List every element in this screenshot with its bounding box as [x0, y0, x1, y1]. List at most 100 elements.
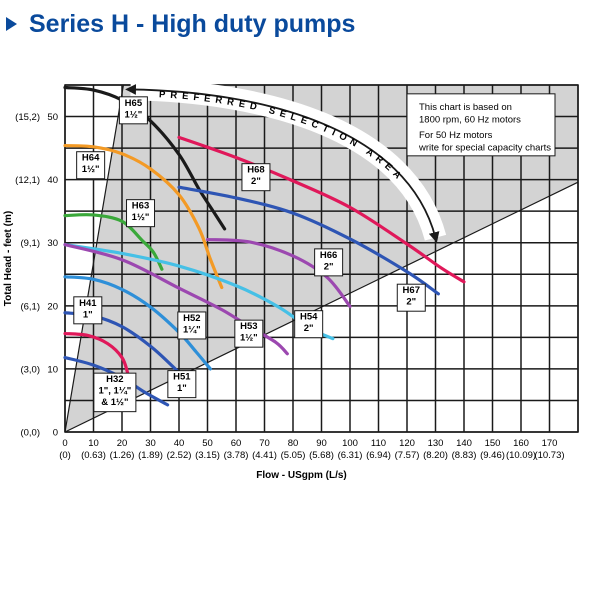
x-tick-label-secondary: (5.05)	[281, 450, 306, 461]
x-tick-label: 20	[117, 438, 128, 449]
label-text: H67	[403, 285, 420, 296]
y-tick-label: 40	[47, 175, 58, 186]
label-text: 1", 1¼"	[98, 386, 131, 397]
x-tick-label-secondary: (1.89)	[138, 450, 163, 461]
y-tick-label-secondary: (9,1)	[20, 238, 40, 249]
curve-h63	[63, 213, 164, 271]
label-text: H51	[173, 372, 191, 383]
label-text: H63	[132, 201, 149, 212]
x-tick-label: 90	[316, 438, 327, 449]
y-tick-label: 10	[47, 364, 58, 375]
y-ticks: 0 (0,0) 10 (3,0) 20 (6,1) 30 (9,1) 40 (12,1) 50 (15…	[15, 112, 58, 438]
label-text: H32	[106, 374, 123, 385]
y-tick-label: 30	[47, 238, 58, 249]
label-text: H66	[320, 250, 337, 261]
x-tick-label-secondary: (0.63)	[81, 450, 106, 461]
label-text: 2"	[251, 176, 261, 187]
label-box	[241, 163, 271, 192]
title-arrow-icon	[6, 17, 17, 31]
note-line: For 50 Hz motors	[419, 130, 493, 141]
label-text: H41	[79, 298, 97, 309]
x-tick-label-secondary: (2.52)	[167, 450, 192, 461]
right-boundary-line	[64, 181, 579, 433]
label-text: H53	[240, 321, 257, 332]
x-tick-label: 60	[231, 438, 242, 449]
x-ticks: 0(0)10(0.63)20(1.26)30(1.89)40(2.52)50(3…	[59, 438, 564, 461]
label-box	[314, 248, 344, 277]
x-tick-label: 0	[62, 438, 67, 449]
x-tick-label: 170	[542, 438, 558, 449]
label-text: 1"	[177, 383, 187, 394]
label-box	[126, 199, 156, 228]
label-box	[167, 370, 197, 399]
x-tick-label-secondary: (6.94)	[366, 450, 391, 461]
label-text: 2"	[406, 297, 416, 308]
x-tick-label: 100	[342, 438, 358, 449]
label-box	[177, 311, 207, 340]
label-box	[93, 372, 137, 413]
label-box	[234, 319, 264, 348]
y-tick-label: 20	[47, 301, 58, 312]
label-box	[396, 283, 426, 312]
curve-h68	[177, 135, 466, 284]
label-text: H68	[247, 165, 264, 176]
curve-h67	[177, 185, 440, 296]
note-rect	[406, 93, 556, 157]
y-tick-label-secondary: (6,1)	[20, 301, 40, 312]
x-tick-label-secondary: (7.57)	[395, 450, 420, 461]
x-tick-label-secondary: (1.26)	[110, 450, 135, 461]
y-tick-label: 50	[47, 112, 58, 123]
x-tick-label: 160	[513, 438, 529, 449]
label-box	[294, 310, 324, 339]
curve-h65	[63, 85, 227, 231]
label-text: 1"	[83, 309, 93, 320]
y-tick-label-secondary: (3,0)	[20, 364, 40, 375]
selection-band-arrow	[125, 84, 440, 243]
x-tick-label-secondary: (8.20)	[423, 450, 448, 461]
x-tick-label: 50	[202, 438, 213, 449]
label-text: 1½"	[240, 333, 258, 344]
left-boundary-line	[64, 84, 125, 433]
label-box	[118, 96, 148, 125]
label-text: H64	[82, 153, 100, 164]
x-tick-label: 30	[145, 438, 156, 449]
label-text: 1½"	[82, 164, 100, 175]
x-tick-label: 130	[428, 438, 444, 449]
label-text: H52	[183, 313, 200, 324]
label-text: 2"	[304, 323, 314, 334]
x-tick-label-secondary: (10.09)	[506, 450, 536, 461]
x-tick-label: 120	[399, 438, 415, 449]
x-tick-label: 10	[88, 438, 99, 449]
x-tick-label: 140	[456, 438, 472, 449]
x-tick-label: 80	[288, 438, 299, 449]
x-axis-title: Flow - USgpm (L/s)	[256, 470, 347, 481]
curve-h53	[63, 243, 289, 356]
y-tick-label-secondary: (12,1)	[15, 175, 40, 186]
note-line: This chart is based on	[419, 102, 512, 113]
x-tick-label-secondary: (6.31)	[338, 450, 363, 461]
x-tick-label-secondary: (3.15)	[195, 450, 220, 461]
label-box	[76, 151, 106, 180]
x-tick-label-secondary: (4.41)	[252, 450, 277, 461]
label-text: & 1½"	[101, 397, 128, 408]
y-tick-label: 0	[53, 428, 58, 439]
x-tick-label: 150	[485, 438, 501, 449]
label-text: 1½"	[132, 212, 150, 223]
x-tick-label: 110	[371, 438, 386, 449]
note-line: write for special capacity charts	[418, 142, 551, 153]
x-tick-label-secondary: (5.68)	[309, 450, 334, 461]
curve-h66	[205, 237, 352, 309]
